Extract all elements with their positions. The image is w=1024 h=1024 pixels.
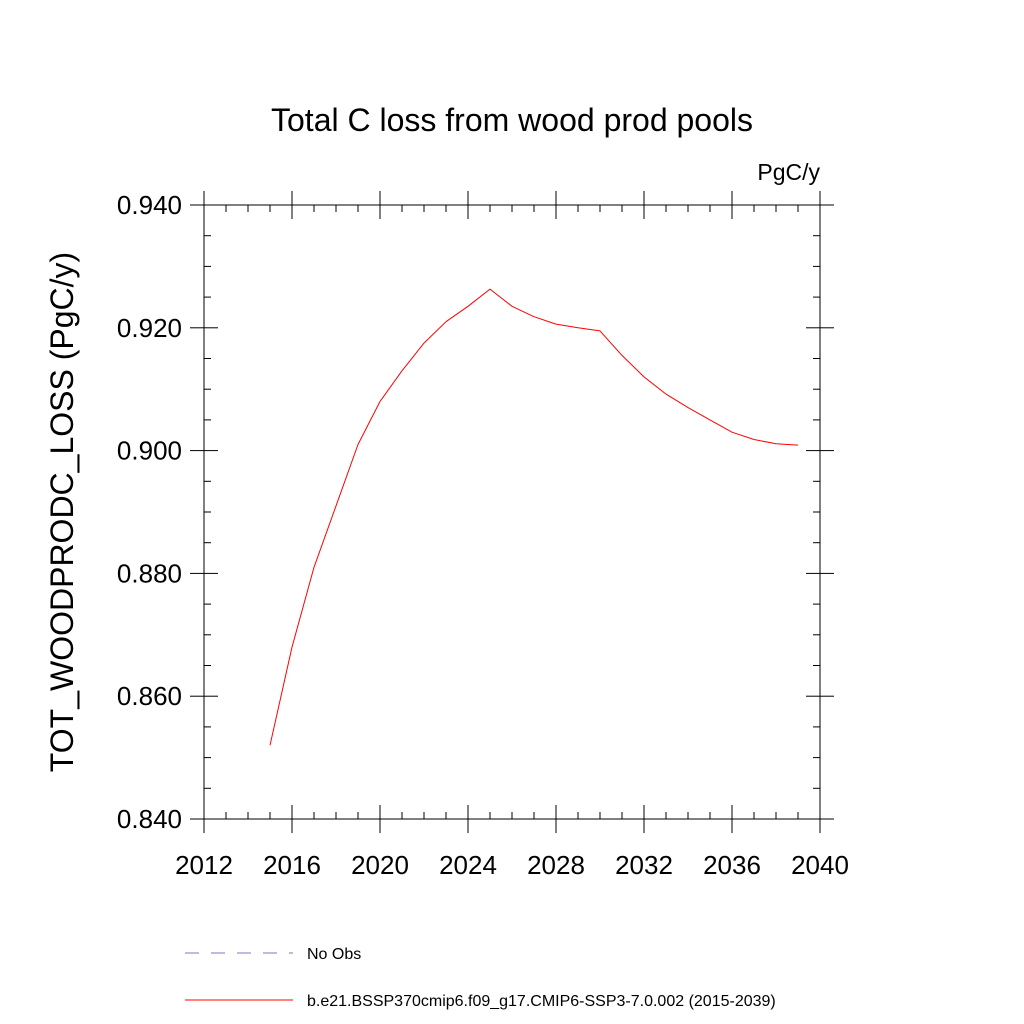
- x-tick-label: 2012: [175, 850, 233, 880]
- legend: No Obs b.e21.BSSP370cmip6.f09_g17.CMIP6-…: [185, 946, 776, 1010]
- plot-frame: [203, 204, 821, 820]
- x-tick-label: 2032: [615, 850, 673, 880]
- minor-ticks: [204, 205, 820, 819]
- units-label: PgC/y: [757, 159, 820, 185]
- x-tick-label: 2040: [791, 850, 849, 880]
- legend-label-no-obs: No Obs: [307, 946, 361, 963]
- y-tick-label: 0.920: [117, 313, 182, 343]
- chart-title: Total C loss from wood prod pools: [271, 102, 753, 138]
- x-tick-label: 2036: [703, 850, 761, 880]
- tick-labels: 2012 2016 2020 2024 2028 2032 2036 2040 0.840 0.8…: [117, 190, 849, 880]
- series-layer: [269, 288, 799, 746]
- x-tick-label: 2028: [527, 850, 585, 880]
- x-tick-label: 2020: [351, 850, 409, 880]
- major-ticks: [190, 191, 834, 833]
- y-tick-label: 0.940: [117, 190, 182, 220]
- legend-label-model-run: b.e21.BSSP370cmip6.f09_g17.CMIP6-SSP3-7.…: [307, 993, 776, 1010]
- y-tick-label: 0.880: [117, 558, 182, 588]
- x-tick-label: 2016: [263, 850, 321, 880]
- y-axis-label: TOT_WOODPRODC_LOSS (PgC/y): [44, 252, 80, 772]
- y-tick-label: 0.860: [117, 681, 182, 711]
- y-tick-label: 0.840: [117, 804, 182, 834]
- series-line: [269, 288, 799, 746]
- x-tick-label: 2024: [439, 850, 497, 880]
- y-tick-label: 0.900: [117, 436, 182, 466]
